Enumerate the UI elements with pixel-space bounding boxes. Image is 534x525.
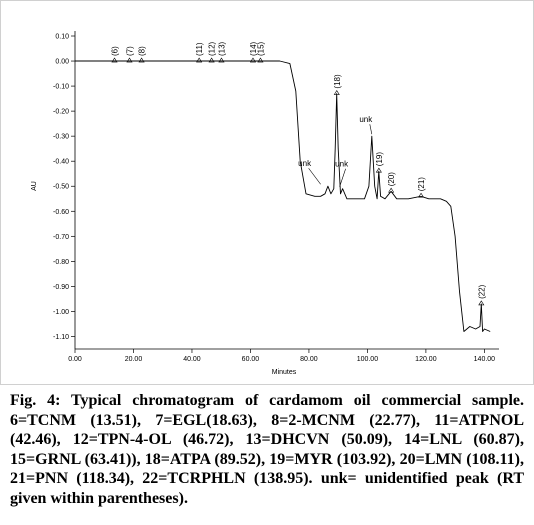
peak-label: (19)	[375, 152, 384, 167]
unk-label: unk	[335, 160, 349, 169]
y-tick-label: -0.70	[53, 234, 69, 241]
peak-label: (7)	[125, 46, 134, 56]
x-tick-label: 120.00	[415, 356, 437, 363]
y-tick-label: 0.00	[55, 59, 69, 66]
y-tick-label: -1.00	[53, 309, 69, 316]
chromatogram-line	[75, 60, 491, 332]
peak-marker	[111, 57, 118, 63]
x-ticks: 0.00 20.00 40.00 60.00 80.00 100.00 120.00 140.…	[68, 349, 495, 363]
x-tick-label: 0.00	[68, 356, 82, 363]
peak-marker	[333, 90, 340, 95]
peak-label: (18)	[333, 74, 342, 89]
y-tick-label: -0.60	[53, 209, 69, 216]
x-tick-label: 40.00	[183, 356, 201, 363]
peak-label: (13)	[217, 41, 226, 56]
x-tick-label: 80.00	[300, 356, 318, 363]
peak-label: (12)	[208, 41, 217, 56]
axes	[74, 31, 499, 350]
peak-marker	[257, 57, 264, 63]
unk-arrow	[369, 124, 373, 135]
peak-label: (11)	[195, 42, 204, 56]
peak-marker	[478, 300, 485, 306]
y-tick-label: -1.10	[53, 334, 69, 341]
peak-marker	[208, 57, 215, 63]
caption-title: Typical chromatogram of cardamom oil com…	[70, 392, 524, 409]
x-tick-label: 140.00	[474, 356, 496, 363]
y-tick-label: -0.80	[53, 259, 69, 266]
x-tick-label: 100.00	[357, 356, 379, 363]
unk-arrow	[339, 168, 346, 187]
peak-marker	[138, 57, 145, 63]
chart-frame: 0.10 0.00 -0.10 -0.20 -0.30 -0.40 -0.50 -0.60 -0…	[0, 0, 534, 385]
caption-fig-label: Fig. 4:	[10, 392, 71, 409]
peak-marker	[375, 167, 382, 173]
series	[75, 60, 491, 332]
y-ticks: 0.10 0.00 -0.10 -0.20 -0.30 -0.40 -0.50 -0.60 -0…	[53, 34, 75, 341]
y-tick-label: -0.20	[53, 109, 69, 116]
peak-label: (15)	[256, 41, 265, 56]
peak-marker	[388, 187, 395, 193]
peak-marker	[218, 57, 225, 63]
y-tick-label: 0.10	[55, 34, 69, 41]
y-tick-label: -0.30	[53, 134, 69, 141]
peak-marker	[249, 57, 257, 63]
peak-label: (14)	[249, 41, 258, 56]
unk-arrow	[308, 168, 321, 185]
figure-caption: Fig. 4: Typical chromatogram of cardamom…	[10, 391, 524, 508]
x-axis-title: Minutes	[272, 369, 297, 376]
x-tick-label: 60.00	[242, 356, 260, 363]
chromatogram-chart: 0.10 0.00 -0.10 -0.20 -0.30 -0.40 -0.50 -0.60 -0…	[31, 31, 499, 376]
peak-label: (21)	[417, 177, 426, 192]
y-tick-label: -0.10	[53, 84, 69, 91]
peak-label: (22)	[477, 284, 486, 299]
unk-label: unk	[298, 159, 312, 168]
unk-label: unk	[359, 115, 373, 124]
y-tick-label: -0.50	[53, 184, 69, 191]
peak-marker	[196, 57, 203, 63]
peak-label: (6)	[111, 46, 120, 56]
x-tick-label: 20.00	[125, 356, 143, 363]
peak-label: (20)	[387, 172, 396, 187]
y-tick-label: -0.40	[53, 159, 69, 166]
y-tick-label: -0.90	[53, 284, 69, 291]
caption-body: 6=TCNM (13.51), 7=EGL(18.63), 8=2-MCNM (…	[10, 411, 524, 507]
peak-labels: (6) (7) (8) (11) (12) (13) (14)(15) (18) (19)(20…	[111, 41, 486, 306]
peak-label: (8)	[138, 46, 147, 56]
y-axis-title: AU	[31, 181, 38, 191]
peak-marker	[126, 57, 133, 63]
peak-marker	[418, 192, 425, 198]
